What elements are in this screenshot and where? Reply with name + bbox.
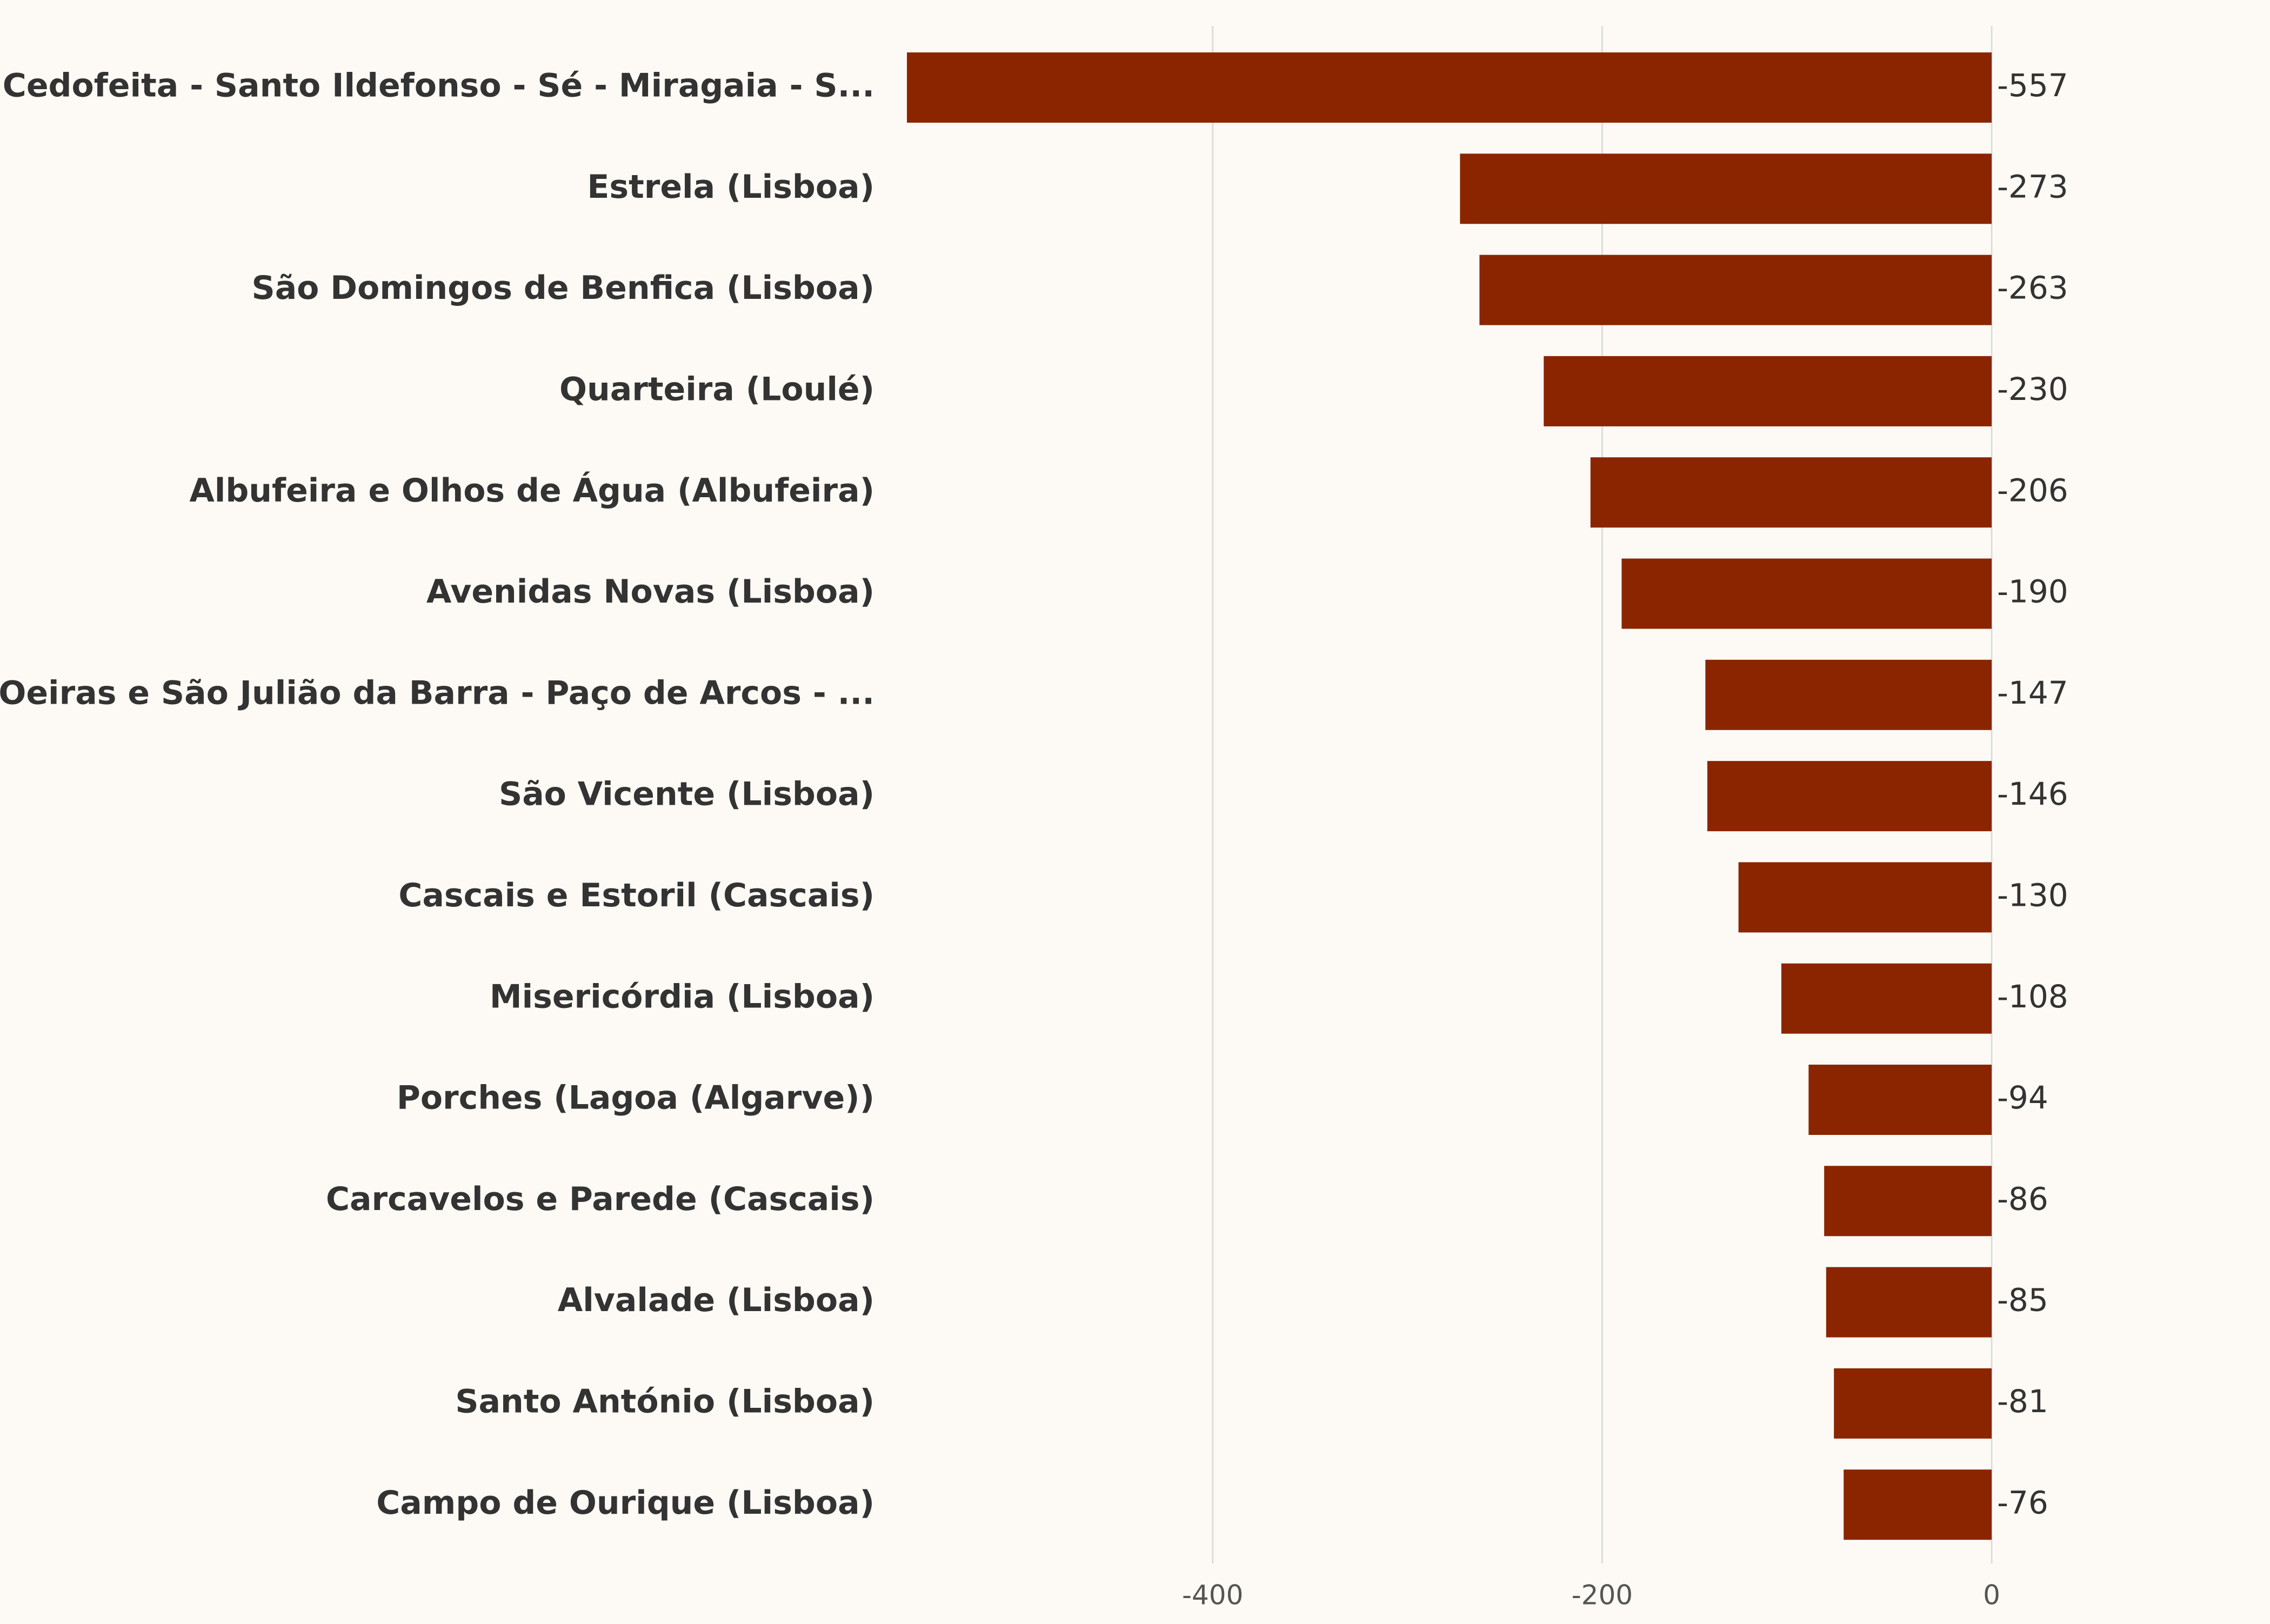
- category-label: Porches (Lagoa (Algarve)): [397, 1079, 874, 1117]
- category-label: Estrela (Lisboa): [587, 168, 874, 206]
- bar: [1738, 862, 1992, 933]
- x-axis-ticks: -400 -200 0: [1182, 1580, 2000, 1611]
- value-label: -147: [1997, 674, 2068, 711]
- value-label: -85: [1997, 1282, 2048, 1319]
- x-tick-label: 0: [1983, 1580, 2000, 1611]
- bar: [1824, 1166, 1992, 1237]
- value-label: -81: [1997, 1383, 2048, 1420]
- value-label: -557: [1997, 67, 2068, 104]
- value-label: -206: [1997, 472, 2068, 509]
- value-label: -130: [1997, 877, 2068, 914]
- bar: [1621, 558, 1992, 629]
- bar: [1590, 457, 1992, 528]
- x-tick-label: -200: [1572, 1580, 1633, 1611]
- category-label: São Vicente (Lisboa): [499, 776, 874, 813]
- bar: [1460, 153, 1992, 224]
- value-label: -273: [1997, 168, 2068, 205]
- bar: [1834, 1368, 1992, 1439]
- bar: [1808, 1065, 1992, 1135]
- category-label: Cascais e Estoril (Cascais): [398, 877, 874, 914]
- category-label: São Domingos de Benfica (Lisboa): [251, 269, 874, 307]
- bar: [1844, 1469, 1992, 1540]
- category-label: Oeiras e São Julião da Barra - Paço de A…: [0, 674, 874, 712]
- category-label: Misericórdia (Lisboa): [490, 978, 874, 1015]
- category-labels: Cedofeita - Santo Ildefonso - Sé - Mirag…: [0, 67, 874, 1522]
- bar: [1479, 255, 1992, 325]
- bar: [907, 52, 1992, 123]
- category-label: Carcavelos e Parede (Cascais): [326, 1180, 874, 1218]
- value-label: -108: [1997, 978, 2068, 1015]
- bar: [1705, 659, 1992, 730]
- bar: [1544, 356, 1992, 426]
- category-label: Alvalade (Lisboa): [558, 1281, 874, 1319]
- value-label: -94: [1997, 1079, 2048, 1116]
- bar: [1707, 761, 1992, 832]
- category-label: Quarteira (Loulé): [559, 370, 874, 408]
- bar: [1826, 1267, 1992, 1338]
- value-label: -76: [1997, 1484, 2048, 1521]
- x-tick-label: -400: [1182, 1580, 1243, 1611]
- value-labels: -557 -273 -263 -230 -206 -190 -147 -146 -130 -108…: [1997, 67, 2068, 1521]
- value-label: -263: [1997, 270, 2068, 306]
- value-label: -86: [1997, 1180, 2048, 1217]
- value-label: -190: [1997, 573, 2068, 610]
- category-label: Cedofeita - Santo Ildefonso - Sé - Mirag…: [3, 67, 874, 105]
- category-label: Albufeira e Olhos de Água (Albufeira): [189, 471, 874, 510]
- value-label: -230: [1997, 371, 2068, 407]
- value-label: -146: [1997, 776, 2068, 812]
- category-label: Avenidas Novas (Lisboa): [426, 573, 874, 611]
- category-label: Santo António (Lisboa): [455, 1382, 874, 1420]
- bars: [907, 52, 1992, 1540]
- category-label: Campo de Ourique (Lisboa): [376, 1484, 874, 1522]
- bar: [1781, 963, 1992, 1034]
